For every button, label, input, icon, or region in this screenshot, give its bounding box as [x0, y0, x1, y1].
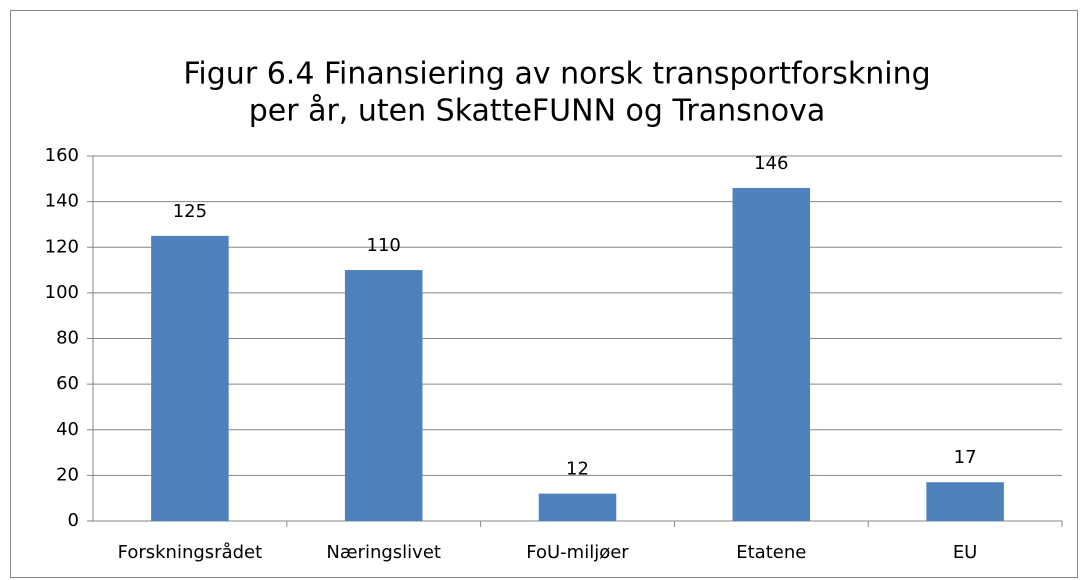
x-tick-label: Næringslivet — [326, 542, 441, 563]
chart-title: per år, uten SkatteFUNN og Transnova — [249, 94, 826, 129]
y-tick-label: 100 — [45, 282, 79, 303]
y-tick-label: 0 — [68, 510, 79, 531]
y-tick-label: 140 — [45, 191, 79, 212]
bar — [732, 187, 811, 521]
y-tick-label: 60 — [56, 373, 79, 394]
y-tick-label: 40 — [56, 419, 79, 440]
value-label: 17 — [954, 447, 977, 468]
bar — [344, 270, 423, 521]
y-tick-label: 80 — [56, 328, 79, 349]
bar — [538, 493, 617, 521]
y-tick-label: 20 — [56, 464, 79, 485]
x-tick-label: Etatene — [736, 542, 806, 563]
x-tick-label: Forskningsrådet — [118, 542, 263, 563]
x-tick-label: EU — [953, 542, 978, 563]
bar — [151, 235, 229, 521]
value-label: 110 — [367, 235, 401, 256]
value-label: 146 — [754, 153, 788, 174]
y-tick-label: 160 — [45, 145, 79, 166]
value-label: 125 — [173, 201, 207, 222]
chart-title: Figur 6.4 Finansiering av norsk transpor… — [183, 57, 930, 92]
bar — [926, 482, 1004, 521]
y-tick-label: 120 — [45, 236, 79, 257]
x-tick-label: FoU-miljøer — [526, 542, 629, 563]
value-label: 12 — [566, 459, 589, 480]
